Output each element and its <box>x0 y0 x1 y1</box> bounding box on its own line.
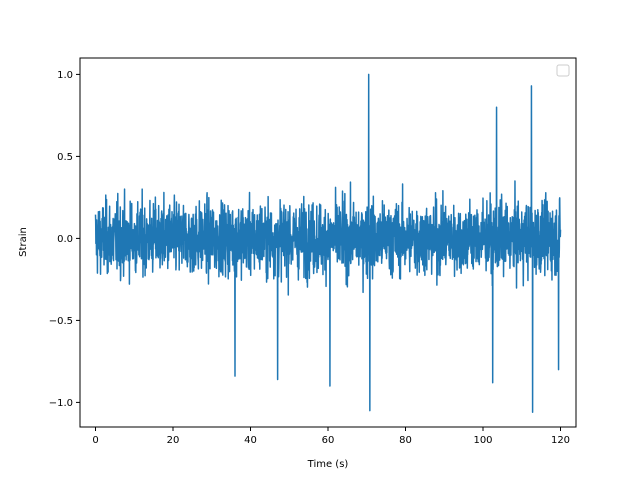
y-axis-label: Strain <box>18 227 29 257</box>
y-tick-label: −0.5 <box>49 316 73 327</box>
strain-series-line <box>94 73 562 413</box>
x-tick-label: 0 <box>92 435 98 446</box>
x-tick-label: 120 <box>551 435 570 446</box>
legend <box>556 64 570 77</box>
x-tick-label: 100 <box>473 435 492 446</box>
y-tick-label: 0.5 <box>57 152 73 163</box>
x-tick-label: 60 <box>322 435 335 446</box>
x-tick-label: 80 <box>399 435 412 446</box>
x-tick-label: 40 <box>244 435 257 446</box>
series-layer <box>94 73 562 413</box>
x-axis-ticks: 0 20 40 60 80 100 120 <box>92 427 570 446</box>
y-tick-label: 1.0 <box>57 70 73 81</box>
y-tick-label: −1.0 <box>49 398 73 409</box>
y-axis-ticks: −1.0 −0.5 0.0 0.5 1.0 <box>49 70 80 409</box>
x-axis-label: Time (s) <box>307 459 349 470</box>
legend-box <box>556 64 570 77</box>
x-tick-label: 20 <box>167 435 180 446</box>
y-tick-label: 0.0 <box>57 234 73 245</box>
